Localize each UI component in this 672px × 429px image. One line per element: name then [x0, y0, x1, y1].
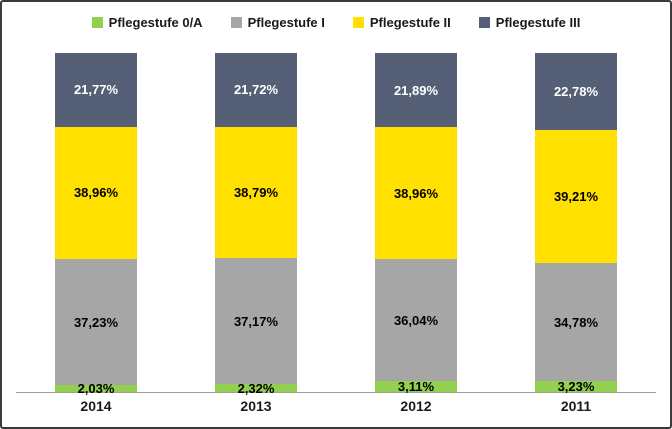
bar-segment: 21,89%: [375, 53, 457, 128]
data-label: 37,23%: [73, 314, 119, 330]
data-label: 38,96%: [73, 185, 119, 201]
data-label: 3,23%: [557, 379, 595, 395]
legend-swatch-icon: [478, 16, 490, 28]
bar-segment: 2,32%: [215, 380, 297, 396]
bar-segment: 22,78%: [535, 53, 617, 131]
chart-legend: Pflegestufe 0/A Pflegestufe I Pflegestufe …: [2, 11, 670, 33]
bar-segment: 34,78%: [535, 263, 617, 382]
x-axis-tick-label: 2012: [400, 398, 432, 414]
x-axis-labels: 2014 2013 2012 2011: [16, 398, 656, 420]
stacked-bar: 2,03% 37,23% 38,96% 21,77%: [55, 53, 137, 397]
bar-segment: 3,23%: [535, 379, 617, 395]
data-label: 2,03%: [77, 381, 115, 397]
data-label: 38,79%: [233, 184, 279, 200]
x-axis-tick-label: 2013: [240, 398, 272, 414]
legend-swatch-icon: [91, 16, 103, 28]
data-label: 34,78%: [553, 314, 599, 330]
data-label: 2,32%: [237, 380, 275, 396]
legend-label: Pflegestufe 0/A: [108, 14, 203, 30]
data-label: 36,04%: [393, 312, 439, 328]
bar-slot: 2,32% 37,17% 38,79% 21,72%: [176, 53, 336, 396]
bar-segment: 21,72%: [215, 53, 297, 127]
data-label: 3,11%: [397, 379, 435, 395]
legend-item: Pflegestufe I: [230, 14, 325, 30]
bar-segment: 38,96%: [375, 127, 457, 260]
legend-label: Pflegestufe III: [495, 14, 581, 30]
bar-slot: 3,11% 36,04% 38,96% 21,89%: [336, 53, 496, 395]
bar-segment: 39,21%: [535, 130, 617, 264]
bar-segment: 37,17%: [215, 258, 297, 385]
data-label: 22,78%: [553, 84, 599, 100]
data-label: 21,72%: [233, 82, 279, 98]
x-axis-tick-label: 2014: [80, 398, 112, 414]
bar-segment: 21,77%: [55, 53, 137, 127]
legend-item: Pflegestufe III: [478, 14, 581, 30]
bar-segment: 38,79%: [215, 126, 297, 259]
bar-slot: 2,03% 37,23% 38,96% 21,77%: [16, 53, 176, 397]
legend-item: Pflegestufe II: [352, 14, 451, 30]
stacked-bar: 3,23% 34,78% 39,21% 22,78%: [535, 53, 617, 395]
stacked-bar: 3,11% 36,04% 38,96% 21,89%: [375, 53, 457, 395]
legend-swatch-icon: [230, 16, 242, 28]
x-axis-tick-label: 2011: [560, 398, 592, 414]
bar-segment: 37,23%: [55, 258, 137, 386]
plot-area: 2,03% 37,23% 38,96% 21,77% 2,32% 37,17% 38,79%…: [16, 53, 656, 397]
bar-segment: 2,03%: [55, 381, 137, 397]
stacked-bar: 2,32% 37,17% 38,79% 21,72%: [215, 53, 297, 396]
data-label: 21,77%: [73, 82, 119, 98]
bar-slot: 3,23% 34,78% 39,21% 22,78%: [496, 53, 656, 395]
bar-segment: 38,96%: [55, 126, 137, 259]
x-axis-line: [16, 392, 656, 393]
data-label: 21,89%: [393, 82, 439, 98]
legend-label: Pflegestufe I: [247, 14, 325, 30]
data-label: 38,96%: [393, 185, 439, 201]
bar-segment: 3,11%: [375, 379, 457, 395]
data-label: 37,17%: [233, 313, 279, 329]
bar-segment: 36,04%: [375, 259, 457, 382]
data-label: 39,21%: [553, 189, 599, 205]
legend-item: Pflegestufe 0/A: [91, 14, 203, 30]
legend-label: Pflegestufe II: [369, 14, 451, 30]
legend-swatch-icon: [352, 16, 364, 28]
